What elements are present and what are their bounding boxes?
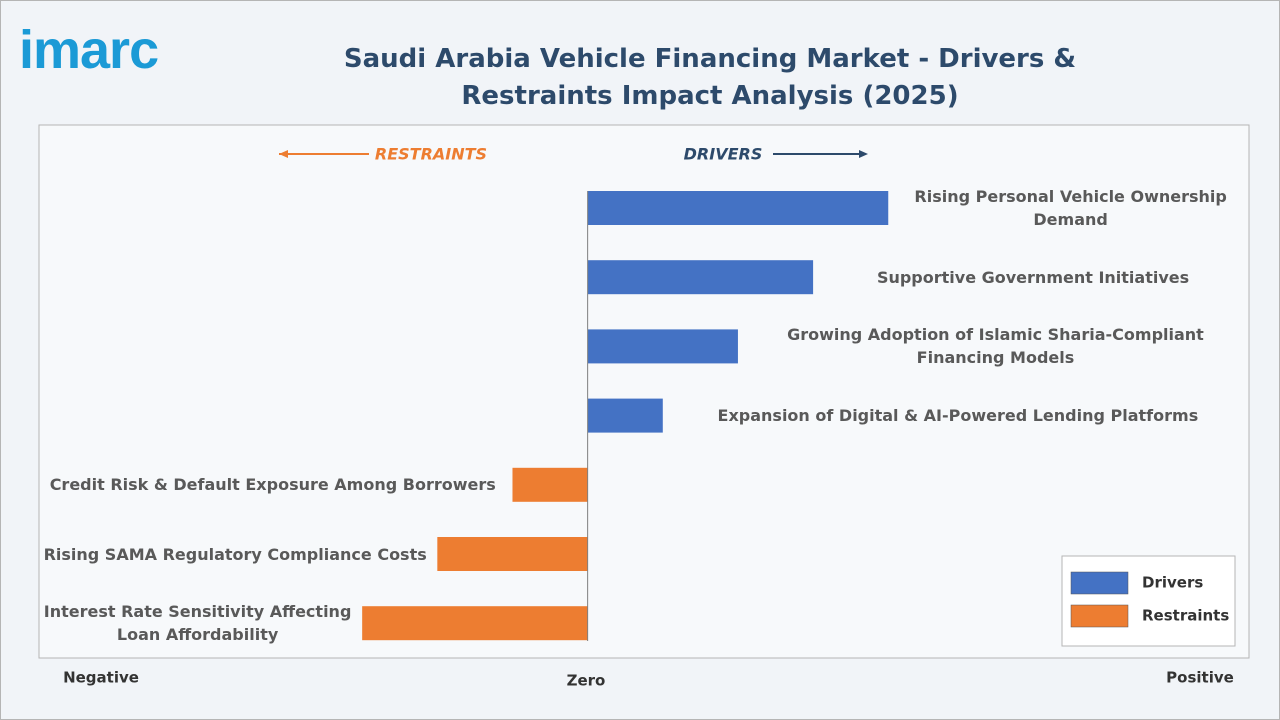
legend-label: Drivers (1142, 574, 1203, 592)
category-label: Interest Rate Sensitivity Affecting Loan… (41, 593, 354, 653)
restraints-label: RESTRAINTS (375, 145, 487, 164)
legend-label: Restraints (1142, 607, 1229, 625)
category-label-box: Interest Rate Sensitivity Affecting Loan… (41, 593, 354, 653)
legend-swatch (1070, 604, 1129, 628)
drivers-label: DRIVERS (684, 145, 763, 164)
category-label-text: Interest Rate Sensitivity Affecting Loan… (43, 602, 352, 645)
category-label: Credit Risk & Default Exposure Among Bor… (41, 455, 504, 515)
category-label-text: Growing Adoption of Islamic Sharia-Compl… (787, 325, 1204, 368)
chart-title: Saudi Arabia Vehicle Financing Market - … (343, 44, 1077, 111)
zero-label: Zero (567, 672, 606, 690)
bar (587, 329, 738, 364)
bar (587, 260, 814, 295)
legend-box (1061, 555, 1236, 647)
category-label-box: Rising Personal Vehicle Ownership Demand (896, 178, 1245, 238)
category-label-text: Rising SAMA Regulatory Compliance Costs (43, 544, 427, 564)
category-label: Expansion of Digital & AI-Powered Lendin… (671, 386, 1245, 446)
category-label-box: Expansion of Digital & AI-Powered Lendin… (671, 386, 1245, 446)
category-label-text: Rising Personal Vehicle Ownership Demand (914, 187, 1227, 229)
arrow-head (859, 150, 868, 158)
bar (587, 398, 663, 433)
category-label-text: Credit Risk & Default Exposure Among Bor… (49, 475, 496, 495)
category-label-box: Growing Adoption of Islamic Sharia-Compl… (746, 316, 1245, 376)
category-label: Rising Personal Vehicle Ownership Demand (896, 178, 1245, 238)
category-label-text: Expansion of Digital & AI-Powered Lendin… (717, 406, 1199, 426)
bar (437, 537, 588, 571)
category-label: Rising SAMA Regulatory Compliance Costs (41, 524, 429, 584)
category-label: Growing Adoption of Islamic Sharia-Compl… (746, 316, 1245, 376)
positive-label: Positive (1166, 669, 1234, 687)
category-label-box: Credit Risk & Default Exposure Among Bor… (41, 455, 504, 515)
bar (362, 606, 588, 641)
negative-label: Negative (63, 669, 139, 687)
logo: imarc (19, 20, 159, 80)
arrow-head (279, 150, 288, 158)
category-label-box: Supportive Government Initiatives (821, 247, 1245, 307)
bar (587, 191, 889, 225)
category-label-text: Supportive Government Initiatives (876, 267, 1190, 287)
bar (512, 467, 588, 502)
category-label: Supportive Government Initiatives (821, 247, 1245, 307)
legend-swatch (1070, 571, 1129, 595)
category-label-box: Rising SAMA Regulatory Compliance Costs (41, 524, 429, 584)
